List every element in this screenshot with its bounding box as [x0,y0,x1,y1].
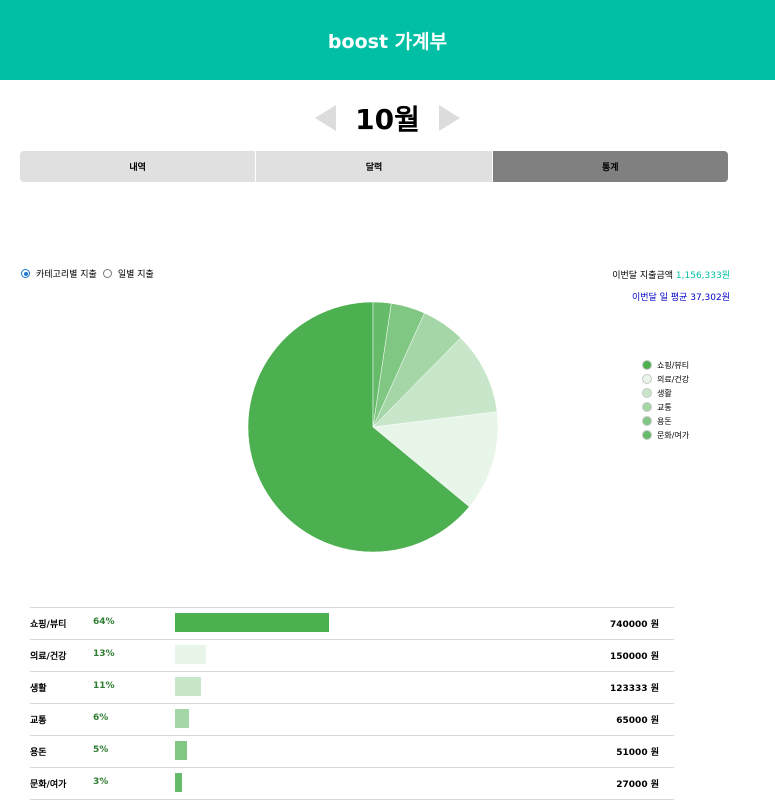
radio-by-day[interactable] [102,269,112,278]
row-bar [175,645,207,664]
row-amount: 51000 원 [616,748,659,758]
app-title: boost 가계부 [327,30,448,53]
row-percent: 13% [93,649,115,659]
legend-item: 쇼핑/뷰티 [642,358,689,372]
table-row: 문화/여가 3% 27000 원 [30,767,674,800]
legend-label: 의료/건강 [657,374,690,384]
table-row: 생활 11% 123333 원 [30,671,674,703]
legend-label: 용돈 [657,416,672,426]
row-percent: 11% [93,681,115,691]
row-bar [175,709,190,728]
radio-by-category[interactable] [21,269,30,278]
row-percent: 6% [93,713,109,723]
next-month-arrow-icon[interactable] [438,105,460,131]
current-month: 10월 [355,103,420,136]
legend-swatch-icon [642,416,652,426]
row-percent: 64% [93,617,115,627]
pie-slice-2[interactable] [372,337,498,428]
table-row: 의료/건강 13% 150000 원 [30,639,674,671]
row-percent: 5% [93,745,109,755]
row-amount: 27000 원 [616,780,659,790]
row-bar-track [175,773,415,792]
row-category: 의료/건강 [30,652,67,662]
row-category: 용돈 [30,748,47,758]
row-category: 생활 [30,684,47,694]
legend-swatch-icon [642,374,652,384]
radio-by-category-label[interactable]: 카테고리별 지출 [36,270,97,280]
table-row: 쇼핑/뷰티 64% 740000 원 [30,607,674,639]
prev-month-arrow-icon[interactable] [315,105,337,131]
category-pie-chart [248,302,498,552]
row-percent: 3% [93,777,109,787]
pie-slice-1[interactable] [372,411,498,508]
chart-mode-selector: 카테고리별 지출 일별 지출 [21,267,154,280]
legend-item: 용돈 [642,414,689,428]
row-bar [175,773,183,792]
monthly-total-value: 1,156,333원 [675,271,730,281]
view-tabs: 내역 달력 통계 [20,151,728,182]
row-amount: 123333 원 [610,684,659,694]
app-header: boost 가계부 [0,0,775,80]
daily-average-label: 이번달 일 평균 [631,293,688,303]
tab-history[interactable]: 내역 [20,151,256,182]
legend-label: 쇼핑/뷰티 [657,360,690,370]
row-bar [175,613,329,632]
row-bar [175,677,202,696]
daily-average: 이번달 일 평균 37,302원 [632,290,730,303]
row-bar-track [175,741,415,760]
legend-swatch-icon [642,388,652,398]
tab-calendar[interactable]: 달력 [255,151,492,182]
legend-swatch-icon [642,402,652,412]
radio-by-day-label[interactable]: 일별 지출 [117,270,154,280]
month-navigation: 10월 [0,96,775,140]
daily-average-value: 37,302원 [690,293,730,303]
row-bar-track [175,645,415,664]
pie-slice-5[interactable] [372,302,392,428]
row-bar-track [175,613,415,632]
pie-slice-0[interactable] [248,302,470,552]
legend-swatch-icon [642,430,652,440]
legend-item: 교통 [642,400,689,414]
row-amount: 740000 원 [610,620,659,630]
table-row: 교통 6% 65000 원 [30,703,674,735]
row-amount: 150000 원 [610,652,659,662]
legend-label: 생활 [657,388,672,398]
legend-label: 문화/여가 [657,430,690,440]
legend-item: 의료/건강 [642,372,689,386]
row-category: 문화/여가 [30,780,67,790]
legend-swatch-icon [642,360,652,370]
row-bar [175,741,187,760]
row-bar-track [175,677,415,696]
legend-item: 문화/여가 [642,428,689,442]
row-amount: 65000 원 [616,716,659,726]
legend-item: 생활 [642,386,689,400]
monthly-total-label: 이번달 지출금액 [612,271,674,281]
tab-statistics[interactable]: 통계 [491,151,728,182]
monthly-total: 이번달 지출금액 1,156,333원 [612,268,730,281]
table-row: 용돈 5% 51000 원 [30,735,674,767]
legend-label: 교통 [657,402,672,412]
row-category: 교통 [30,716,47,726]
row-bar-track [175,709,415,728]
row-category: 쇼핑/뷰티 [30,620,67,630]
